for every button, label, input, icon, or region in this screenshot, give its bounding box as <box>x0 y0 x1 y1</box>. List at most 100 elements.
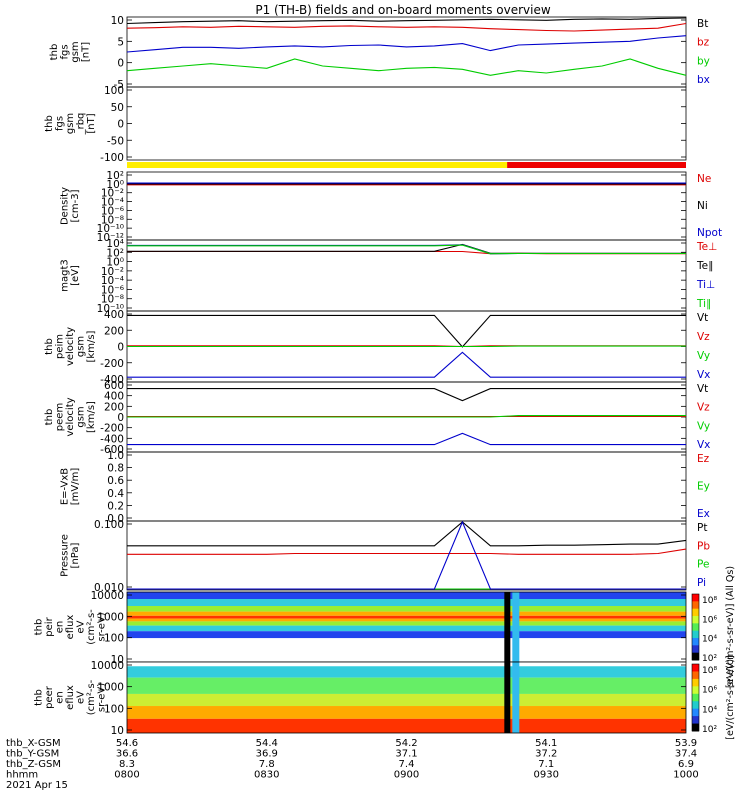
colorbar-step <box>692 653 699 661</box>
spectrogram-band <box>127 706 686 719</box>
colorbar-tick-label: 10⁸ <box>702 596 717 606</box>
series-line-Vx <box>127 433 686 444</box>
legend-label: Vz <box>697 331 710 343</box>
legend-label: Bt <box>697 18 708 30</box>
y-axis-label-line: _rbq <box>75 113 86 136</box>
y-tick-label: 50 <box>111 102 124 114</box>
x-axis-value: 7.8 <box>259 759 275 770</box>
y-axis-label-line: [nPa] <box>70 542 81 568</box>
y-axis-label-line: [mV/m] <box>70 468 81 506</box>
colorbar-step <box>692 679 699 687</box>
y-tick-label: 10 <box>111 15 124 27</box>
x-axis-value: 54.2 <box>395 738 417 749</box>
data-gap-mark <box>504 662 510 733</box>
y-axis-label-line: velocity <box>65 397 76 436</box>
colorbar-step <box>692 609 699 617</box>
y-axis-label-line: (cm²-s- <box>86 609 97 645</box>
y-tick-label: 10 <box>111 725 124 737</box>
legend-label: Vt <box>697 312 708 324</box>
x-axis-value: 0930 <box>534 770 559 781</box>
legend-label: bz <box>697 37 710 49</box>
y-axis-label-line: fgs <box>54 116 65 131</box>
colorbar-tick-label: 10² <box>702 725 717 735</box>
colorbar-step <box>692 716 699 724</box>
y-tick-label: 10000 <box>91 660 124 672</box>
x-axis-value: 0900 <box>394 770 419 781</box>
legend-label: Vz <box>697 402 710 414</box>
y-axis-label-line: magt3 <box>60 259 71 292</box>
colorbar-step <box>692 671 699 679</box>
legend-label: Npot <box>697 227 722 239</box>
y-axis-label-line: eflux <box>65 615 76 640</box>
legend-label: Vx <box>697 439 710 451</box>
series-line-Vx <box>127 352 686 377</box>
y-tick-label: 0 <box>117 58 124 70</box>
y-axis-label-line: [nT] <box>81 42 92 62</box>
x-axis-value: 37.4 <box>675 749 697 760</box>
legend-label: Pt <box>697 522 707 534</box>
colorbar-step <box>692 631 699 639</box>
y-axis-label-line: sr-eV) <box>96 683 107 712</box>
x-axis-row-label: hhmm <box>6 770 38 781</box>
legend-label: Vt <box>697 383 708 395</box>
x-axis-value: 36.6 <box>116 749 138 760</box>
spectrogram-band <box>127 626 686 632</box>
y-axis-label-line: peir <box>44 616 55 636</box>
colorbar-tick-label: 10⁴ <box>702 705 717 715</box>
spectrogram-band <box>127 719 686 733</box>
y-tick-label: 200 <box>104 325 124 337</box>
y-axis-label-line: eV <box>75 691 86 704</box>
y-axis-label-line: Pressure <box>60 534 71 577</box>
y-axis-label-line: peim <box>54 334 65 359</box>
y-tick-label: 0 <box>117 119 124 131</box>
x-axis-value: 8.3 <box>119 759 135 770</box>
y-axis-label-line: thb <box>44 338 55 355</box>
panel-frame <box>127 172 686 240</box>
legend-label: Ey <box>697 481 710 493</box>
spectrogram-band <box>127 619 686 622</box>
x-axis-value: 7.4 <box>399 759 415 770</box>
x-axis-value: 6.9 <box>678 759 694 770</box>
x-axis-value: 54.6 <box>116 738 138 749</box>
colorbar-step <box>692 686 699 694</box>
y-tick-label: 0 <box>117 342 124 354</box>
x-axis-value: 7.1 <box>538 759 554 770</box>
y-tick-label: 1.0 <box>107 450 124 462</box>
y-axis-label: Density[cm-3] <box>60 187 82 225</box>
legend-label: bx <box>697 74 710 86</box>
y-tick-label: 10000 <box>91 590 124 602</box>
colorbar-tick-label: 10⁸ <box>702 666 717 676</box>
y-axis-label-line: thb <box>33 619 44 636</box>
legend-label: Ti⊥ <box>696 279 715 291</box>
spectrogram-band <box>127 606 686 612</box>
series-line-Pb <box>127 549 686 554</box>
series-line-bx <box>127 36 686 52</box>
panel-frame <box>127 87 686 160</box>
spectrogram-band <box>127 631 686 638</box>
spectrogram-band <box>127 592 686 599</box>
y-tick-label: -100 <box>100 152 124 164</box>
x-axis-value: 37.1 <box>395 749 417 760</box>
spectrogram-band <box>127 666 686 677</box>
colorbar-tick-label: 10² <box>702 654 717 664</box>
y-axis-label-line: gsm <box>65 113 76 134</box>
colorbar-step <box>692 694 699 702</box>
spectrogram-band <box>127 694 686 706</box>
panel-frame <box>127 240 686 311</box>
legend-label: Ti∥ <box>696 298 711 310</box>
colorbar-step <box>692 701 699 709</box>
y-axis-label-line: eflux <box>65 685 76 710</box>
panel-frame <box>127 452 686 521</box>
spectrogram-band <box>127 662 686 666</box>
y-axis-label-line: gsm <box>75 406 86 427</box>
legend-label: Ni <box>697 200 708 212</box>
y-axis-label-line: [nT] <box>86 113 97 133</box>
y-axis-label-line: thb <box>49 44 60 61</box>
y-axis-label: E=-VxB[mV/m] <box>60 468 82 506</box>
y-axis-label-line: Density <box>60 187 71 225</box>
